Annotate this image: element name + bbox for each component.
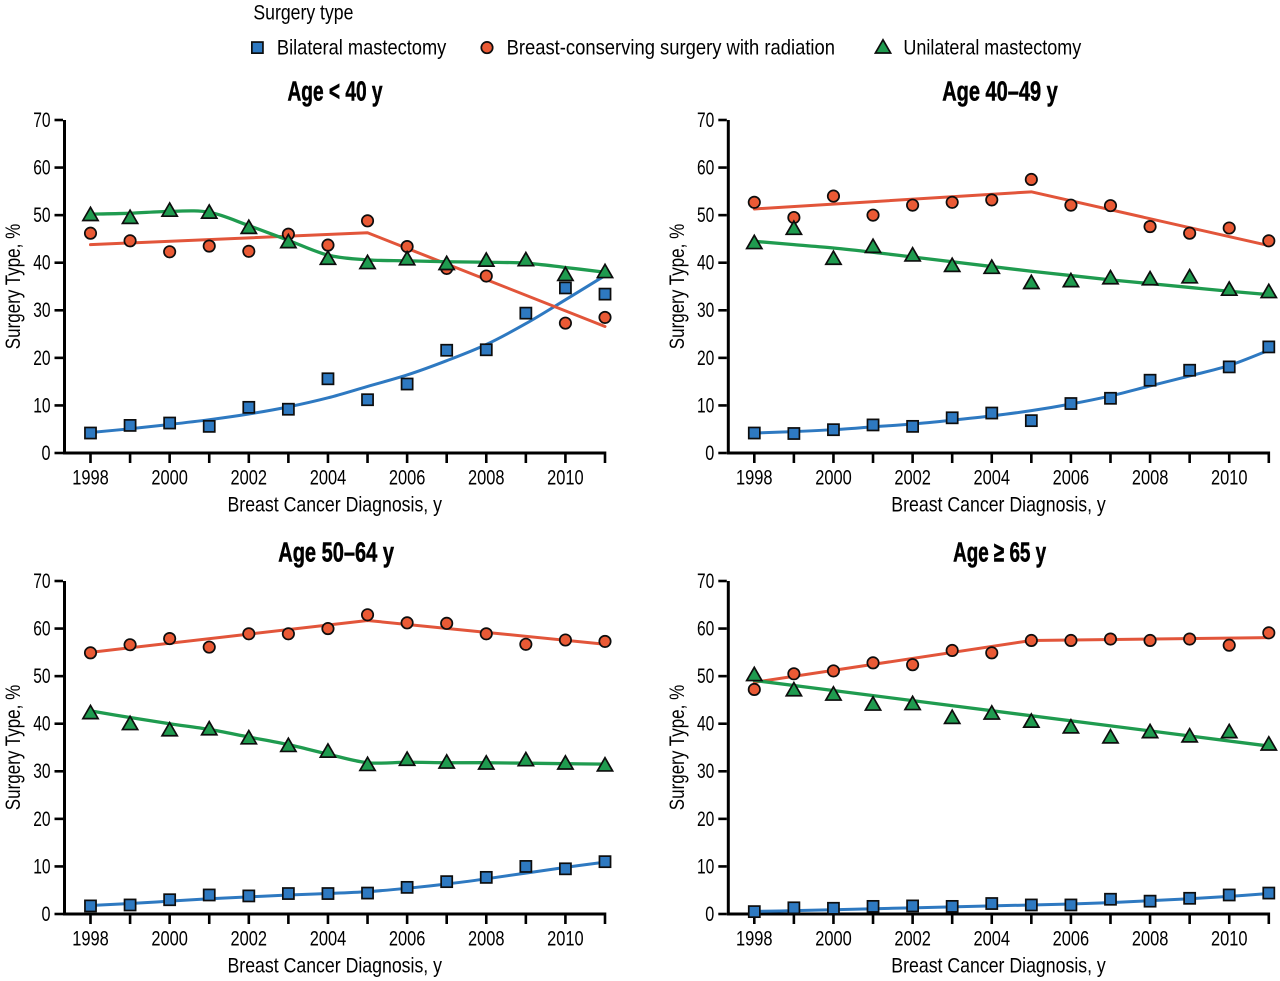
svg-text:Surgery Type, %: Surgery Type, % bbox=[2, 685, 25, 810]
svg-text:Breast Cancer Diagnosis, y: Breast Cancer Diagnosis, y bbox=[891, 493, 1106, 516]
svg-text:0: 0 bbox=[705, 442, 714, 465]
svg-text:10: 10 bbox=[33, 855, 50, 878]
svg-text:2008: 2008 bbox=[468, 466, 505, 489]
svg-text:2000: 2000 bbox=[151, 927, 188, 950]
svg-text:2002: 2002 bbox=[894, 927, 931, 950]
svg-text:1998: 1998 bbox=[736, 927, 773, 950]
svg-text:50: 50 bbox=[33, 665, 50, 688]
svg-text:60: 60 bbox=[33, 617, 50, 640]
svg-text:Bilateral mastectomy: Bilateral mastectomy bbox=[277, 36, 447, 59]
svg-text:Breast Cancer Diagnosis, y: Breast Cancer Diagnosis, y bbox=[228, 493, 443, 516]
svg-text:2006: 2006 bbox=[1053, 927, 1090, 950]
svg-text:Breast Cancer Diagnosis, y: Breast Cancer Diagnosis, y bbox=[228, 954, 443, 977]
svg-text:Surgery Type, %: Surgery Type, % bbox=[2, 224, 25, 349]
svg-text:Age 40–49 y: Age 40–49 y bbox=[942, 75, 1058, 106]
svg-text:50: 50 bbox=[697, 665, 714, 688]
svg-text:2000: 2000 bbox=[815, 466, 852, 489]
svg-text:20: 20 bbox=[33, 808, 50, 831]
svg-text:2006: 2006 bbox=[389, 466, 426, 489]
svg-text:50: 50 bbox=[697, 204, 714, 227]
svg-text:2010: 2010 bbox=[1211, 466, 1248, 489]
svg-text:2006: 2006 bbox=[1053, 466, 1090, 489]
svg-text:60: 60 bbox=[33, 156, 50, 179]
svg-text:2002: 2002 bbox=[231, 466, 268, 489]
svg-text:2008: 2008 bbox=[1132, 927, 1169, 950]
svg-text:20: 20 bbox=[697, 347, 714, 370]
svg-text:2004: 2004 bbox=[974, 927, 1011, 950]
svg-text:40: 40 bbox=[697, 713, 714, 736]
svg-text:40: 40 bbox=[33, 252, 50, 275]
svg-text:0: 0 bbox=[705, 903, 714, 926]
svg-text:2004: 2004 bbox=[974, 466, 1011, 489]
svg-text:30: 30 bbox=[33, 760, 50, 783]
svg-text:1998: 1998 bbox=[72, 466, 109, 489]
svg-text:70: 70 bbox=[697, 109, 714, 132]
svg-text:2002: 2002 bbox=[231, 927, 268, 950]
svg-text:2000: 2000 bbox=[815, 927, 852, 950]
svg-text:40: 40 bbox=[33, 713, 50, 736]
svg-text:0: 0 bbox=[42, 903, 51, 926]
svg-text:1998: 1998 bbox=[72, 927, 109, 950]
svg-text:Surgery type: Surgery type bbox=[253, 1, 353, 24]
svg-text:2010: 2010 bbox=[1211, 927, 1248, 950]
svg-text:Breast Cancer Diagnosis, y: Breast Cancer Diagnosis, y bbox=[891, 954, 1106, 977]
svg-text:Breast-conserving surgery with: Breast-conserving surgery with radiation bbox=[507, 36, 835, 59]
svg-text:Unilateral mastectomy: Unilateral mastectomy bbox=[903, 36, 1081, 59]
svg-text:60: 60 bbox=[697, 617, 714, 640]
svg-text:0: 0 bbox=[42, 442, 51, 465]
svg-text:Age 50–64 y: Age 50–64 y bbox=[278, 536, 394, 567]
svg-text:30: 30 bbox=[697, 299, 714, 322]
svg-text:Surgery Type, %: Surgery Type, % bbox=[666, 685, 689, 810]
svg-text:20: 20 bbox=[697, 808, 714, 831]
svg-text:2002: 2002 bbox=[894, 466, 931, 489]
svg-text:2000: 2000 bbox=[151, 466, 188, 489]
svg-text:70: 70 bbox=[33, 109, 50, 132]
svg-text:Age < 40 y: Age < 40 y bbox=[288, 75, 383, 106]
svg-text:70: 70 bbox=[697, 570, 714, 593]
svg-text:10: 10 bbox=[697, 394, 714, 417]
svg-text:Surgery Type, %: Surgery Type, % bbox=[666, 224, 689, 349]
svg-text:10: 10 bbox=[697, 855, 714, 878]
svg-text:40: 40 bbox=[697, 252, 714, 275]
svg-text:30: 30 bbox=[33, 299, 50, 322]
svg-text:50: 50 bbox=[33, 204, 50, 227]
svg-text:10: 10 bbox=[33, 394, 50, 417]
svg-text:2006: 2006 bbox=[389, 927, 426, 950]
svg-text:2010: 2010 bbox=[547, 466, 584, 489]
svg-text:1998: 1998 bbox=[736, 466, 773, 489]
svg-text:70: 70 bbox=[33, 570, 50, 593]
svg-text:2008: 2008 bbox=[468, 927, 505, 950]
svg-text:2010: 2010 bbox=[547, 927, 584, 950]
svg-text:30: 30 bbox=[697, 760, 714, 783]
svg-text:60: 60 bbox=[697, 156, 714, 179]
svg-text:20: 20 bbox=[33, 347, 50, 370]
svg-text:2004: 2004 bbox=[310, 927, 347, 950]
svg-text:Age ≥ 65 y: Age ≥ 65 y bbox=[953, 536, 1046, 567]
svg-text:2004: 2004 bbox=[310, 466, 347, 489]
svg-text:2008: 2008 bbox=[1132, 466, 1169, 489]
